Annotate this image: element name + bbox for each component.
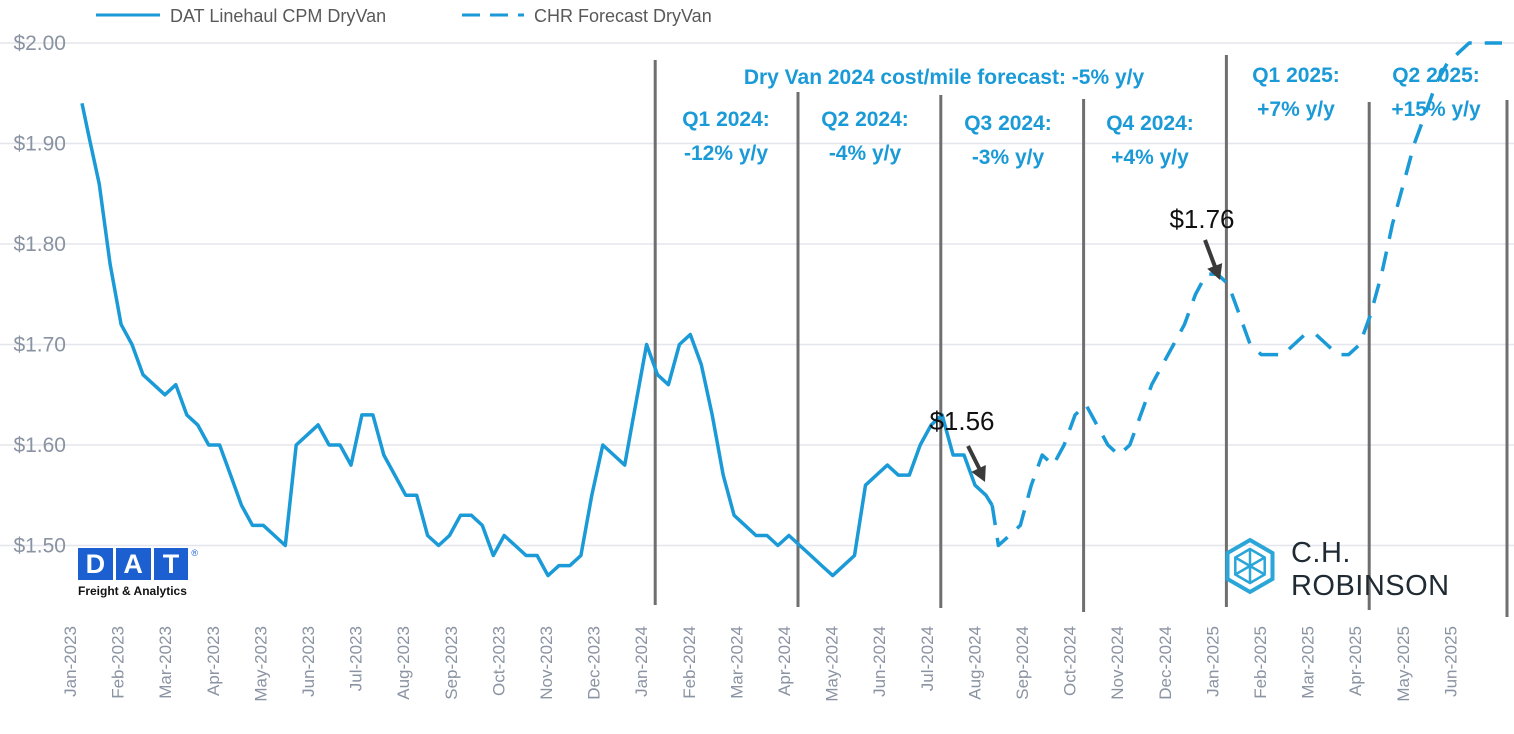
dat-registered-mark: ® [191, 548, 198, 558]
x-tick-label: Mar-2023 [156, 626, 175, 699]
price-callout-label: $1.76 [1169, 204, 1234, 234]
dat-logo-letter-a: A [115, 548, 151, 580]
dat-logo: D A T ® Freight & Analytics [78, 548, 198, 604]
quarter-label: Q1 2025: [1252, 64, 1340, 87]
quarter-label: Q3 2024: [964, 112, 1052, 135]
x-tick-label: May-2025 [1394, 626, 1413, 702]
y-axis: $1.50 $1.60 $1.70 $1.80 $1.90 $2.00 [13, 32, 66, 558]
quarter-change: +7% y/y [1257, 98, 1335, 121]
chr-logo-text: C.H. ROBINSON [1290, 537, 1450, 602]
x-tick-label: Jul-2024 [918, 626, 937, 691]
chr-logo: C.H. ROBINSON [1222, 537, 1514, 602]
price-callout-label: $1.56 [929, 406, 994, 436]
x-tick-label: Nov-2023 [537, 626, 556, 700]
x-tick-label: Feb-2023 [109, 626, 128, 699]
x-tick-label: Jul-2023 [347, 626, 366, 691]
x-axis: Jan-2023 Feb-2023 Mar-2023 Apr-2023 May-2023… [61, 626, 1460, 702]
price-callouts: $1.56 $1.76 [929, 204, 1235, 482]
legend-actual-label: DAT Linehaul CPM DryVan [170, 6, 386, 26]
x-tick-label: Sep-2023 [442, 626, 461, 700]
chr-hexagon-icon [1225, 537, 1275, 595]
x-tick-label: May-2023 [251, 626, 270, 702]
x-tick-label: Jun-2023 [299, 626, 318, 697]
x-tick-label: Feb-2025 [1251, 626, 1270, 699]
x-tick-label: Aug-2023 [394, 626, 413, 700]
x-tick-label: May-2024 [823, 626, 842, 702]
quarter-label: Q1 2024: [682, 108, 770, 131]
x-tick-label: Feb-2024 [680, 626, 699, 699]
x-tick-label: Mar-2024 [727, 626, 746, 699]
x-tick-label: Dec-2024 [1156, 626, 1175, 700]
quarter-change: -4% y/y [829, 142, 902, 165]
x-tick-label: Apr-2024 [775, 626, 794, 696]
quarter-change: +4% y/y [1111, 146, 1189, 169]
callout-arrowhead [971, 465, 986, 482]
x-tick-label: Aug-2024 [965, 626, 984, 700]
x-tick-label: Mar-2025 [1299, 626, 1318, 699]
x-tick-label: Apr-2025 [1346, 626, 1365, 696]
quarter-dividers [653, 55, 1509, 617]
x-tick-label: Oct-2023 [489, 626, 508, 696]
dat-tagline: Freight & Analytics [78, 584, 187, 598]
forecast-series-line [990, 41, 1502, 548]
x-tick-label: Dec-2023 [585, 626, 604, 700]
x-tick-label: Jun-2025 [1441, 626, 1460, 697]
series-lines [80, 41, 1502, 578]
dat-logo-letter-d: D [78, 548, 113, 580]
quarter-label: Q4 2024: [1106, 112, 1194, 135]
y-tick-label: $1.90 [13, 133, 66, 156]
quarter-change: +15% y/y [1391, 98, 1481, 121]
x-tick-label: Apr-2023 [204, 626, 223, 696]
quarter-change: -12% y/y [684, 142, 768, 165]
actual-series-line [80, 102, 994, 578]
x-tick-label: Oct-2024 [1061, 626, 1080, 696]
chr-logo-icon-space [1222, 541, 1279, 599]
legend: DAT Linehaul CPM DryVan CHR Forecast Dry… [96, 6, 712, 26]
y-tick-label: $1.60 [13, 434, 66, 457]
y-tick-label: $1.50 [13, 535, 66, 558]
quarter-change: -3% y/y [972, 146, 1045, 169]
x-tick-label: Jun-2024 [870, 626, 889, 697]
x-tick-label: Sep-2024 [1013, 626, 1032, 700]
quarter-label: Q2 2025: [1392, 64, 1480, 87]
headline-annotation: Dry Van 2024 cost/mile forecast: -5% y/y [744, 66, 1145, 89]
quarter-annotations: Q1 2024: -12% y/y Q2 2024: -4% y/y Q3 2024: -… [682, 64, 1481, 169]
y-tick-label: $1.80 [13, 233, 66, 256]
callout-arrowhead [1207, 263, 1223, 280]
x-tick-label: Nov-2024 [1108, 626, 1127, 700]
x-tick-label: Jan-2023 [61, 626, 80, 697]
quarter-label: Q2 2024: [821, 108, 909, 131]
y-tick-label: $2.00 [13, 32, 66, 55]
legend-forecast-label: CHR Forecast DryVan [534, 6, 712, 26]
x-tick-label: Jan-2024 [632, 626, 651, 697]
dat-logo-letter-t: T [153, 548, 189, 580]
x-tick-label: Jan-2025 [1203, 626, 1222, 697]
y-tick-label: $1.70 [13, 334, 66, 357]
